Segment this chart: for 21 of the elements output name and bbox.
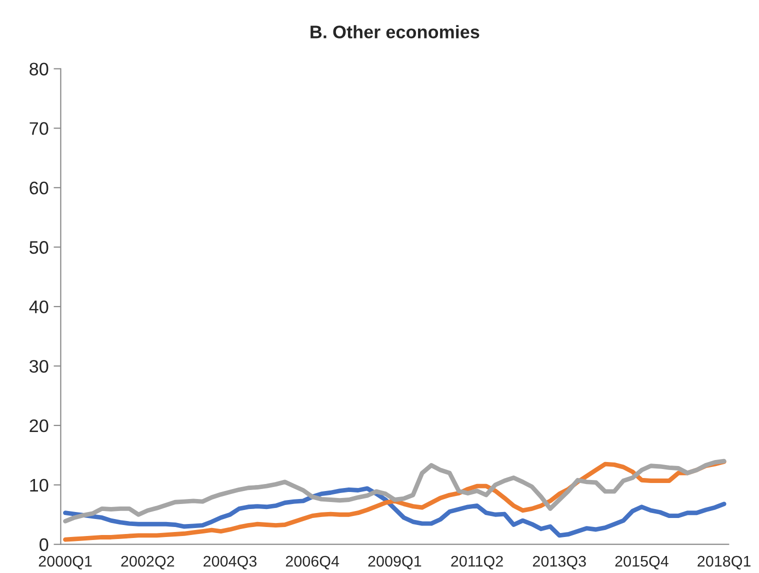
chart-title: B. Other economies bbox=[310, 25, 480, 38]
y-tick-label: 70 bbox=[30, 122, 48, 135]
y-tick-label: 40 bbox=[29, 300, 48, 314]
x-tick-label: 2002Q2 bbox=[121, 556, 174, 570]
y-tick-label: 20 bbox=[30, 419, 48, 432]
x-tick-label: 2004Q3 bbox=[204, 556, 256, 570]
x-tick-label: 2011Q2 bbox=[451, 556, 503, 570]
y-tick-label: 80 bbox=[30, 62, 48, 76]
x-tick-label: 2013Q3 bbox=[532, 556, 586, 570]
line-series bbox=[63, 486, 726, 538]
line-series bbox=[63, 458, 726, 524]
y-tick-label: 10 bbox=[30, 478, 48, 492]
x-tick-label: 2018Q1 bbox=[698, 556, 751, 570]
x-tick-label: 2009Q1 bbox=[368, 556, 422, 570]
y-tick-label: 60 bbox=[30, 182, 48, 194]
x-tick-label: 2000Q1 bbox=[38, 556, 92, 570]
x-tick-label: 2006Q4 bbox=[286, 556, 340, 570]
y-tick-label: 30 bbox=[30, 360, 48, 373]
y-tick-label: 0 bbox=[40, 538, 48, 552]
x-tick-label: 2015Q4 bbox=[615, 556, 668, 570]
y-tick-label: 50 bbox=[30, 241, 48, 254]
